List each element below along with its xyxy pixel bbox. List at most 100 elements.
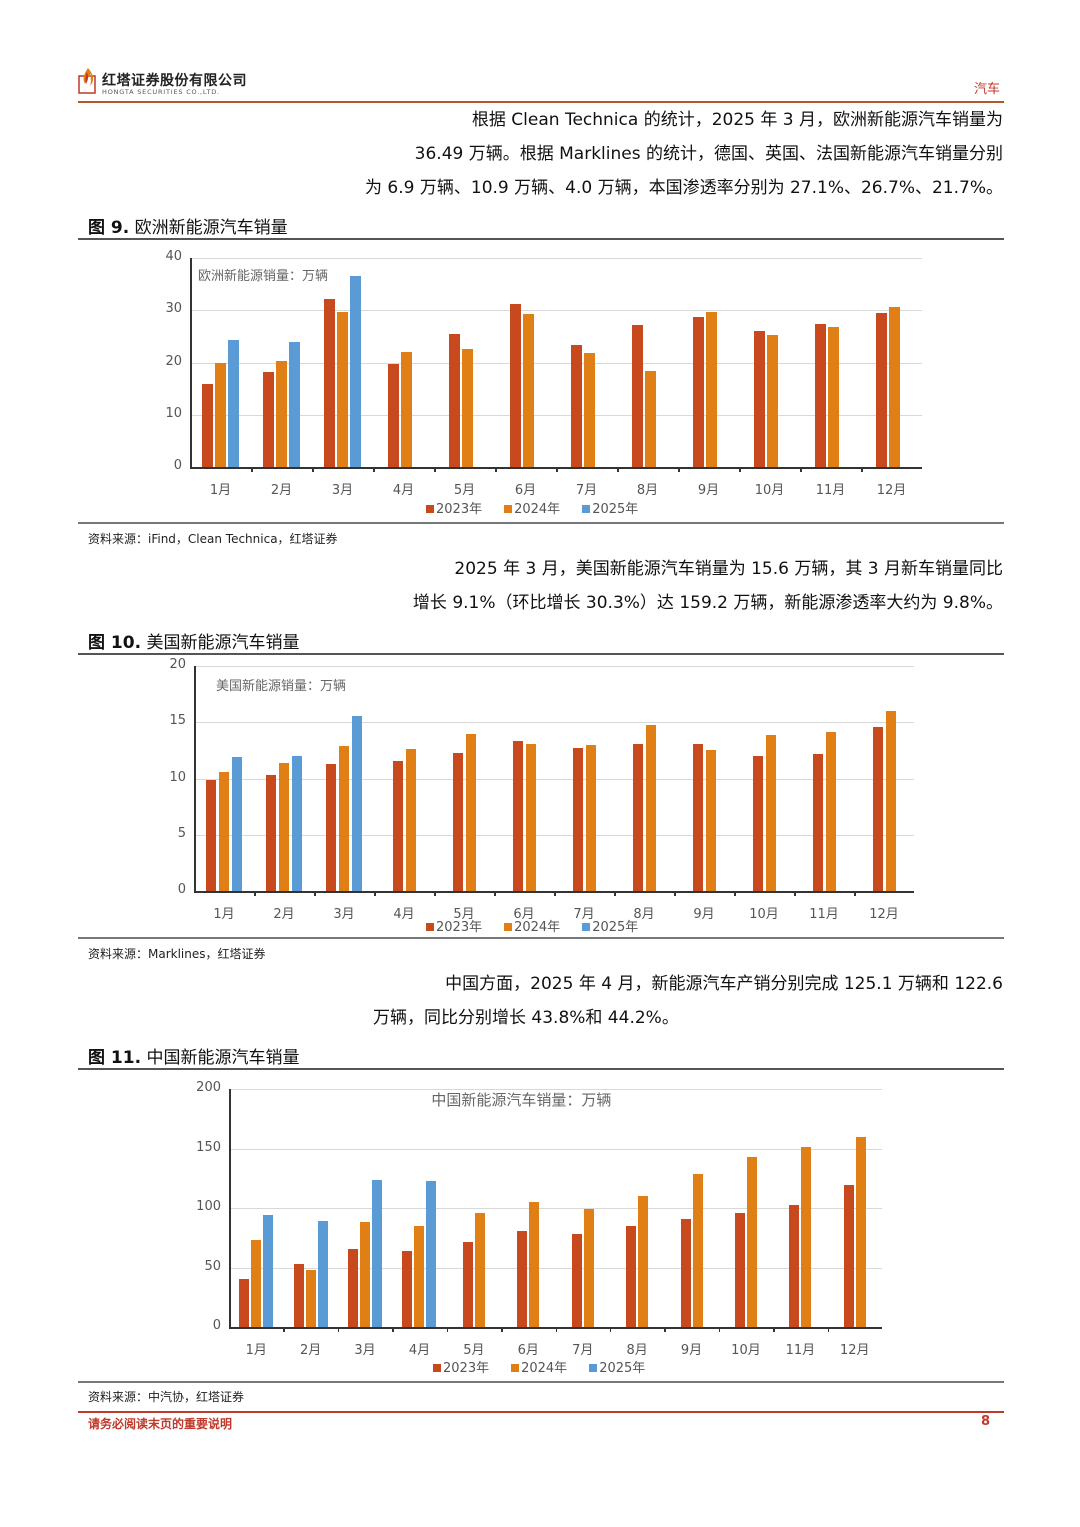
x-tick [446,1327,449,1332]
x-tick-label: 1月 [213,907,235,922]
x-tick-label: 11月 [809,907,839,922]
gridline [229,1267,882,1269]
chart-inner-title: 美国新能源销量：万辆 [216,679,347,694]
footer-divider [78,1411,1004,1413]
x-tick-label: 10月 [754,483,785,498]
legend-label: 2024年 [521,1361,568,1376]
y-tick-label: 30 [165,301,182,317]
x-tick-label: 4月 [393,907,415,922]
x-tick [494,891,496,896]
bar-2023年 [753,331,765,467]
y-tick-label: 5 [177,825,186,841]
bar-2023年 [734,1213,745,1327]
y-tick-label: 20 [165,353,182,369]
paragraph-line: 36.49 万辆。根据 Marklines 的统计，德国、英国、法国新能源汽车销… [414,144,1003,164]
bar-2024年 [885,711,896,891]
bar-2023年 [632,743,643,891]
header-divider [78,101,1004,103]
paragraph-line: 根据 Clean Technica 的统计，2025 年 3 月，欧洲新能源汽车… [471,110,1003,130]
bar-2023年 [348,1249,359,1327]
x-tick-label: 4月 [392,483,415,498]
bar-2025年 [350,276,361,467]
figure-title-text: 欧洲新能源汽车销量 [134,218,288,238]
bar-2024年 [305,1270,316,1327]
bar-2023年 [402,1251,413,1327]
x-tick [861,467,863,472]
bar-2023年 [570,344,582,467]
x-tick-label: 7月 [575,483,598,498]
bar-2023年 [517,1230,528,1327]
bar-2023年 [324,298,335,467]
x-tick [773,1327,775,1332]
x-tick [617,467,619,472]
us-nev-sales-chart: 0 5 10 15 20 美国新能源销量：万辆 1月 2月 3月 4月 5月 6月 7月 8月 9月 10月 1… [169,657,914,922]
bar-2024年 [692,1173,703,1327]
bar-2023年 [452,752,463,891]
x-tick-label: 3月 [354,1343,376,1358]
bar-2024年 [583,1208,594,1327]
europe-nev-sales-chart: 0 10 20 30 40 欧洲新能源销量：万辆 1月 2月 3月 4月 5月 6月 7月 8月 9月 10月… [165,249,922,498]
x-tick [392,1327,394,1332]
legend-item: 2024年 [511,1361,567,1376]
x-tick-label: 9月 [697,483,720,498]
x-tick-label: 6月 [517,1343,539,1358]
legend-swatch-icon [433,1364,441,1372]
bar-2023年 [626,1225,637,1327]
legend-label: 2024年 [514,502,561,517]
bar-2025年 [289,342,300,467]
bar-2024年 [405,749,416,891]
x-tick [501,1327,503,1332]
bar-2023年 [680,1219,691,1327]
company-name-cn: 红塔证券股份有限公司 [102,73,247,89]
x-tick-label: 1月 [245,1343,267,1358]
legend-swatch-icon [511,1364,520,1372]
bar-2024年 [825,732,836,891]
y-axis [194,666,196,891]
y-tick-label: 200 [196,1080,221,1095]
bar-2023年 [266,775,276,891]
gridline [190,310,922,312]
bar-2023年 [814,323,826,467]
legend-item: 2023年 [433,1361,489,1376]
legend-swatch-icon [582,505,591,513]
bar-2023年 [263,371,274,467]
paragraph-line: 增长 9.1%（环比增长 30.3%）达 159.2 万辆，新能源渗透率大约为 … [412,593,1003,613]
y-tick-label: 10 [169,769,186,785]
gridline [229,1089,882,1090]
figure-number: 图 9. [88,218,130,238]
x-tick [283,1327,285,1332]
figure-10-title: 图 10. 美国新能源汽车销量 [88,628,299,653]
x-tick-label: 3月 [333,907,355,922]
figure-9-source: 资料来源：iFind，Clean Technica，红塔证券 [88,532,338,546]
x-tick [434,891,436,896]
x-tick [312,467,314,472]
legend-item: 2024年 [504,502,560,517]
x-tick [554,891,556,896]
legend-item: 2025年 [582,920,638,935]
figure-number: 图 10. [88,633,142,653]
legend-swatch-icon [582,923,591,931]
bar-2025年 [292,756,302,891]
paragraph-line: 2025 年 3 月，美国新能源汽车销量为 15.6 万辆，其 3 月新车销量同… [454,559,1003,579]
x-tick [800,467,802,472]
chart-legend: 2023年 2024年 2025年 [426,498,660,517]
x-tick [609,1327,612,1332]
x-tick-label: 12月 [876,483,907,498]
figure-9-title: 图 9. 欧洲新能源汽车销量 [88,213,288,238]
x-tick-label: 7月 [572,1343,594,1358]
gridline [194,722,914,724]
legend-item: 2023年 [426,502,482,517]
bar-2023年 [875,313,887,467]
legend-item: 2025年 [589,1361,645,1376]
bar-2024年 [522,313,534,467]
gridline [190,414,922,416]
legend-swatch-icon [504,505,513,513]
bar-2024年 [585,744,596,891]
bar-2023年 [572,748,583,891]
x-tick-label: 12月 [869,907,899,922]
y-tick-label: 0 [212,1318,221,1333]
gridline [229,1148,882,1150]
source-divider [78,937,1004,939]
x-tick [434,467,436,472]
x-tick [678,467,680,472]
